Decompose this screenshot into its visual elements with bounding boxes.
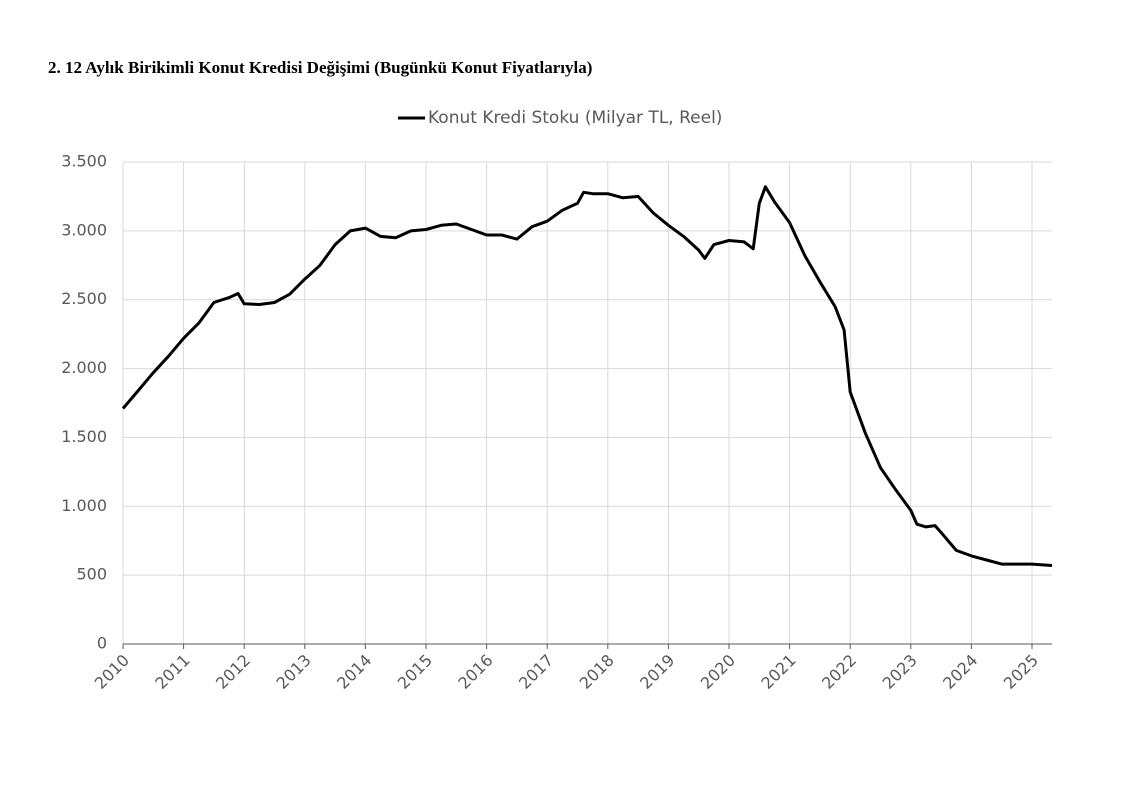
x-tick-label: 2025: [1000, 651, 1042, 693]
x-tick-label: 2010: [91, 651, 133, 693]
x-tick-label: 2013: [273, 651, 315, 693]
y-tick-label: 3.000: [61, 220, 107, 239]
x-tick-label: 2021: [757, 651, 799, 693]
y-tick-label: 2.500: [61, 289, 107, 308]
y-tick-label: 500: [76, 565, 107, 584]
x-tick-label: 2012: [212, 651, 254, 693]
chart-title: 2. 12 Aylık Birikimli Konut Kredisi Deği…: [48, 58, 592, 77]
x-tick-label: 2014: [333, 651, 375, 693]
x-tick-label: 2022: [818, 651, 860, 693]
y-tick-label: 2.000: [61, 358, 107, 377]
legend-label: Konut Kredi Stoku (Milyar TL, Reel): [428, 108, 722, 128]
x-tick-label: 2017: [515, 651, 557, 693]
y-tick-label: 1.000: [61, 496, 107, 515]
x-tick-label: 2015: [394, 651, 436, 693]
x-tick-label: 2011: [151, 651, 193, 693]
x-tick-label: 2020: [697, 651, 739, 693]
data-line: [121, 185, 1053, 567]
x-tick-label: 2019: [636, 651, 678, 693]
x-tick-label: 2024: [939, 651, 981, 693]
x-tick-label: 2018: [576, 651, 618, 693]
x-tick-label: 2016: [454, 651, 496, 693]
y-tick-label: 1.500: [61, 427, 107, 446]
y-tick-label: 0: [97, 634, 107, 653]
x-tick-label: 2023: [879, 651, 921, 693]
y-tick-label: 3.500: [61, 152, 107, 171]
